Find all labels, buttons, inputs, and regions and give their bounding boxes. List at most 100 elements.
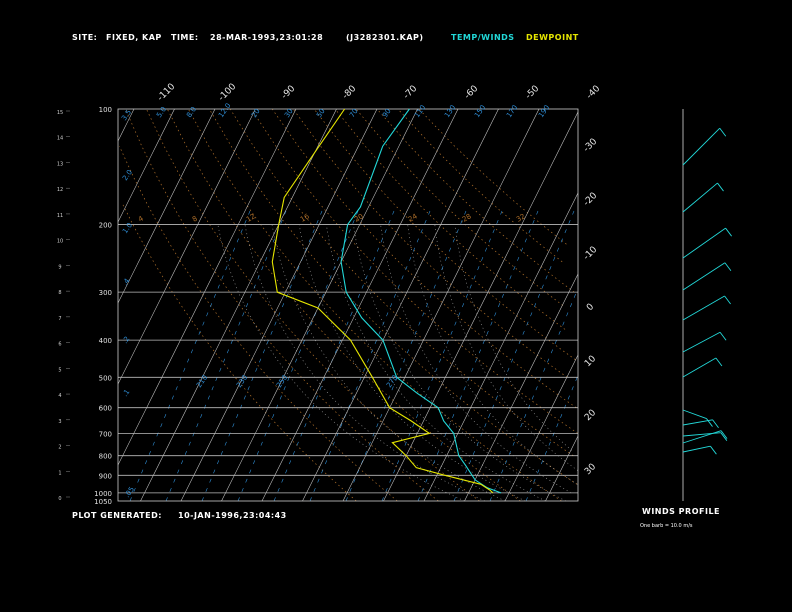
- wind-barb-flag: [717, 182, 724, 192]
- isotherm-line: [117, 108, 135, 142]
- plot-generated-value: 10-JAN-1996,23:04:43: [178, 511, 287, 520]
- pressure-tick-label: 800: [99, 453, 112, 461]
- wind-barb-flag: [719, 332, 727, 341]
- isotherm-label-right: 20: [583, 408, 598, 423]
- height-tick-label: 15: [57, 110, 63, 116]
- isotherm-label-top: -80: [341, 84, 359, 102]
- height-tick-label: 14: [57, 136, 63, 142]
- mixing-ratio-label: .1: [121, 388, 131, 398]
- height-tick-label: 4: [58, 393, 61, 399]
- height-tick-label: 11: [57, 213, 63, 219]
- isotherm-label-top: -90: [280, 84, 298, 102]
- wind-barb-flag: [710, 445, 717, 455]
- wind-barb: [682, 227, 726, 259]
- mixing-ratio-line: [129, 210, 251, 502]
- moist-adiabat-line: [454, 224, 572, 451]
- isotherm-line: [221, 108, 418, 502]
- dry-adiabat-line: [292, 108, 568, 378]
- dry-adiabat-line: [208, 108, 578, 485]
- mixing-ratio-label: 270: [385, 374, 399, 390]
- isotherm-line: [504, 354, 579, 502]
- mixing-ratio-label: 110: [413, 104, 427, 120]
- dry-adiabat-line: [125, 108, 439, 502]
- isotherm-line: [342, 108, 540, 502]
- height-tick-label: 0: [58, 496, 61, 502]
- mixing-ratio-label: 170: [505, 104, 519, 120]
- pressure-tick-label: 300: [99, 289, 112, 297]
- mixing-ratio-label: 50: [315, 107, 327, 119]
- wind-barb-flag: [720, 430, 728, 439]
- winds-profile-title: WINDS PROFILE: [642, 507, 721, 516]
- isotherm-label-right: -10: [582, 245, 600, 263]
- dry-adiabat-line: [334, 108, 566, 330]
- mixing-ratio-label: 30: [283, 107, 295, 119]
- dry-adiabat-label: 8: [191, 215, 199, 224]
- dry-adiabat-line: [250, 108, 578, 434]
- wind-barb-flag: [725, 227, 732, 237]
- dry-adiabat-line: [166, 108, 521, 502]
- wind-barb-flag: [712, 419, 719, 429]
- dry-adiabat-line: [355, 108, 564, 306]
- dew-legend: DEWPOINT: [526, 33, 579, 42]
- isotherm-label-top: -50: [524, 84, 542, 102]
- dry-adiabat-line: [271, 108, 577, 408]
- time-value: 28-MAR-1993,23:01:28: [210, 33, 324, 42]
- pressure-tick-label: 900: [99, 472, 112, 480]
- wind-barb: [682, 182, 718, 213]
- moist-adiabat-line: [244, 224, 485, 502]
- mixing-ratio-label: 90: [381, 107, 393, 119]
- wind-barb: [682, 331, 721, 353]
- pressure-tick-label: 1000: [94, 490, 112, 498]
- wind-barb-flag: [715, 357, 723, 367]
- mixing-ratio-line: [237, 210, 359, 502]
- mixing-ratio-line: [453, 210, 575, 502]
- isotherm-label-top: -70: [402, 84, 420, 102]
- mixing-ratio-line: [525, 375, 579, 502]
- height-tick-label: 10: [57, 239, 63, 245]
- dry-adiabat-line: [376, 108, 575, 293]
- isotherm-label-top: -110: [156, 82, 178, 104]
- mixing-ratio-label: .4: [121, 277, 132, 288]
- mixing-ratio-line: [417, 210, 539, 502]
- plot-frame: [117, 108, 579, 502]
- mixing-ratio-label: .05: [123, 485, 136, 499]
- mixing-ratio-line: [489, 288, 579, 502]
- isotherm-line: [140, 108, 337, 502]
- moist-adiabat-line: [217, 224, 465, 502]
- wind-barb: [682, 445, 711, 453]
- wind-barb-flag: [719, 127, 727, 137]
- mixing-ratio-label: 12.0: [217, 102, 232, 119]
- mixing-ratio-label: 20: [250, 107, 262, 119]
- dry-adiabat-label: 32: [515, 212, 527, 223]
- dry-adiabat-line: [397, 108, 563, 263]
- isotherm-label-top: -100: [217, 82, 239, 104]
- dry-adiabat-label: 16: [299, 212, 311, 224]
- pressure-tick-label: 1050: [94, 498, 112, 506]
- mixing-ratio-label: 1.0: [121, 221, 134, 235]
- mixing-ratio-label: 5.0: [155, 105, 168, 119]
- moist-adiabat-line: [271, 224, 506, 502]
- file-id: (J3282301.KAP): [346, 33, 424, 42]
- pressure-tick-label: 700: [99, 430, 112, 438]
- isotherm-line: [117, 108, 297, 466]
- mixing-ratio-label: 230: [235, 374, 249, 390]
- isotherm-line: [302, 108, 499, 502]
- mixing-ratio-line: [309, 210, 431, 502]
- mixing-ratio-label: .2: [121, 335, 131, 345]
- wind-barb: [682, 419, 713, 426]
- temperature-profile-line: [340, 108, 502, 494]
- height-tick-label: 3: [58, 419, 61, 425]
- isotherm-line: [261, 108, 459, 502]
- height-tick-label: 6: [58, 342, 61, 348]
- site-value: FIXED, KAP: [106, 33, 162, 42]
- temp-legend: TEMP/WINDS: [451, 33, 515, 42]
- dry-adiabat-label: 4: [137, 214, 145, 223]
- isotherm-line: [180, 108, 378, 502]
- wind-barb: [682, 357, 717, 378]
- mixing-ratio-label: 130: [443, 104, 457, 120]
- height-tick-label: 5: [58, 367, 61, 373]
- height-tick-label: 8: [58, 290, 61, 296]
- wind-barb-flag: [724, 262, 732, 272]
- moist-adiabat-line: [353, 224, 566, 502]
- moist-adiabat-line: [434, 224, 579, 471]
